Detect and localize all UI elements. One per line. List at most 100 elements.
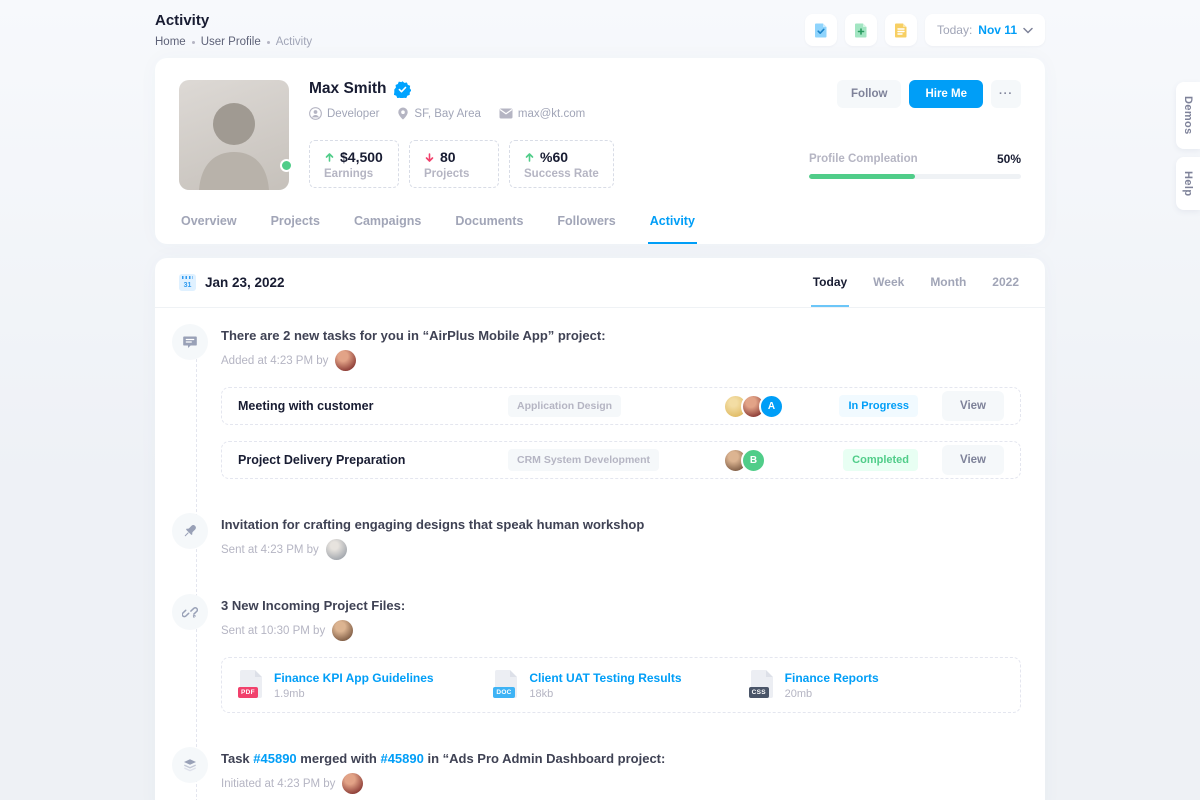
feed-title: Task #45890 merged with #45890 in “Ads P… [221,751,1021,766]
view-task-button[interactable]: View [942,391,1004,421]
task-row: Meeting with customer Application Design… [221,387,1021,425]
file-entry: CSS Finance Reports 20mb [748,670,1004,700]
breadcrumb-user-profile[interactable]: User Profile [200,36,261,48]
calendar-icon: 31 [179,274,196,291]
feed-title: There are 2 new tasks for you in “AirPlu… [221,328,606,343]
profile-location-label: SF, Bay Area [414,107,481,120]
task-link[interactable]: #45890 [253,751,297,766]
task-row: Project Delivery Preparation CRM System … [221,441,1021,479]
user-icon [309,107,322,120]
hire-me-button[interactable]: Hire Me [909,80,983,108]
tab-campaigns[interactable]: Campaigns [352,214,423,244]
trend-up-icon [324,152,335,163]
view-task-button[interactable]: View [942,445,1004,475]
avatar[interactable] [325,539,347,560]
file-link[interactable]: Finance KPI App Guidelines [274,670,434,685]
demos-tab[interactable]: Demos [1176,82,1200,149]
follow-button[interactable]: Follow [837,80,902,108]
task-tag-badge: Application Design [508,395,622,417]
range-tabs: Today Week Month 2022 [810,258,1021,307]
tab-documents[interactable]: Documents [453,214,525,244]
status-badge: In Progress [839,395,918,417]
feed-title: 3 New Incoming Project Files: [221,598,406,613]
file-link[interactable]: Client UAT Testing Results [529,670,682,685]
stat-earnings-label: Earnings [324,168,374,180]
status-badge: Completed [843,449,918,471]
link-icon [172,594,208,630]
file-size: 1.9mb [274,687,305,700]
profile-completion: Profile Compleation 50% [809,152,1021,179]
layers-icon [172,747,208,783]
avatar[interactable] [342,773,364,794]
profile-photo [179,80,289,190]
feed-item-files: 3 New Incoming Project Files: Sent at 10… [172,594,1021,713]
merge-text: merged with [296,751,381,766]
file-entry: DOC Client UAT Testing Results 18kb [493,670,748,700]
file-type-badge: PDF [238,687,258,698]
avatar-initial[interactable]: B [741,447,766,473]
tab-overview[interactable]: Overview [179,214,239,244]
avatar[interactable] [335,350,357,371]
add-file-button[interactable] [844,14,877,46]
stat-earnings-value: $4,500 [340,149,383,165]
feed-item-new-tasks: There are 2 new tasks for you in “AirPlu… [172,324,1021,479]
side-rail: Demos Help [1176,82,1200,211]
stat-projects-value: 80 [440,149,456,165]
page-title: Activity [155,12,210,29]
task-link[interactable]: #45890 [380,751,424,766]
feed-item-merge: Task #45890 merged with #45890 in “Ads P… [172,747,1021,794]
feed-meta-text: Sent at 4:23 PM by [221,543,319,556]
help-tab[interactable]: Help [1176,156,1200,211]
files-row: PDF Finance KPI App Guidelines 1.9mb DOC [221,657,1021,713]
avatar-initial[interactable]: A [759,393,784,419]
task-avatar-group: A [723,393,839,419]
file-size: 18kb [529,687,554,700]
file-check-icon [813,22,829,38]
tab-activity[interactable]: Activity [647,214,697,244]
more-options-button[interactable]: ··· [991,80,1021,108]
file-plus-icon [853,22,869,38]
mail-icon [499,108,513,119]
avatar[interactable] [332,620,354,641]
file-type-badge: CSS [748,687,769,698]
stat-success-rate-value: %60 [540,149,569,165]
profile-email-label: max@kt.com [517,107,586,120]
range-tab-today[interactable]: Today [810,258,850,307]
file-type-badge: DOC [493,687,515,698]
activity-date: Jan 23, 2022 [205,275,285,290]
completion-label: Profile Compleation [809,153,918,165]
tasks-file-button[interactable] [804,14,837,46]
activity-card: 31 Jan 23, 2022 Today Week Month 2022 Th… [155,258,1045,800]
online-status-dot [280,159,293,172]
breadcrumb-separator [191,40,195,44]
stat-projects-label: Projects [424,168,470,180]
profile-email: max@kt.com [499,108,585,120]
file-lines-icon [893,22,909,38]
tab-projects[interactable]: Projects [269,214,322,244]
notes-file-button[interactable] [884,14,917,46]
pdf-file-icon: PDF [238,670,264,700]
stat-projects: 80 Projects [409,140,499,188]
range-tab-week[interactable]: Week [871,258,906,307]
date-filter-value: Nov 11 [978,23,1017,37]
file-link[interactable]: Finance Reports [784,670,879,685]
task-tag-badge: CRM System Development [508,449,660,471]
feed-meta-text: Sent at 10:30 PM by [221,624,326,637]
completion-value: 50% [996,152,1021,166]
profile-card: Max Smith Developer SF, Bay Area [155,58,1045,244]
task-avatar-group: B [723,447,843,473]
date-filter-label: Today: [936,23,973,37]
range-tab-year[interactable]: 2022 [990,258,1021,307]
range-tab-month[interactable]: Month [928,258,968,307]
task-title: Project Delivery Preparation [238,453,406,467]
breadcrumb-home[interactable]: Home [155,36,186,48]
completion-track [809,174,1021,179]
feed-meta-text: Initiated at 4:23 PM by [221,777,336,790]
tab-followers[interactable]: Followers [555,214,617,244]
feed-item-invitation: Invitation for crafting engaging designs… [172,513,1021,560]
profile-tabs: Overview Projects Campaigns Documents Fo… [179,214,1021,244]
profile-name: Max Smith [309,80,387,97]
breadcrumb-current: Activity [275,36,313,48]
verified-badge-icon [393,80,411,98]
date-filter-button[interactable]: Today: Nov 11 [924,14,1045,46]
